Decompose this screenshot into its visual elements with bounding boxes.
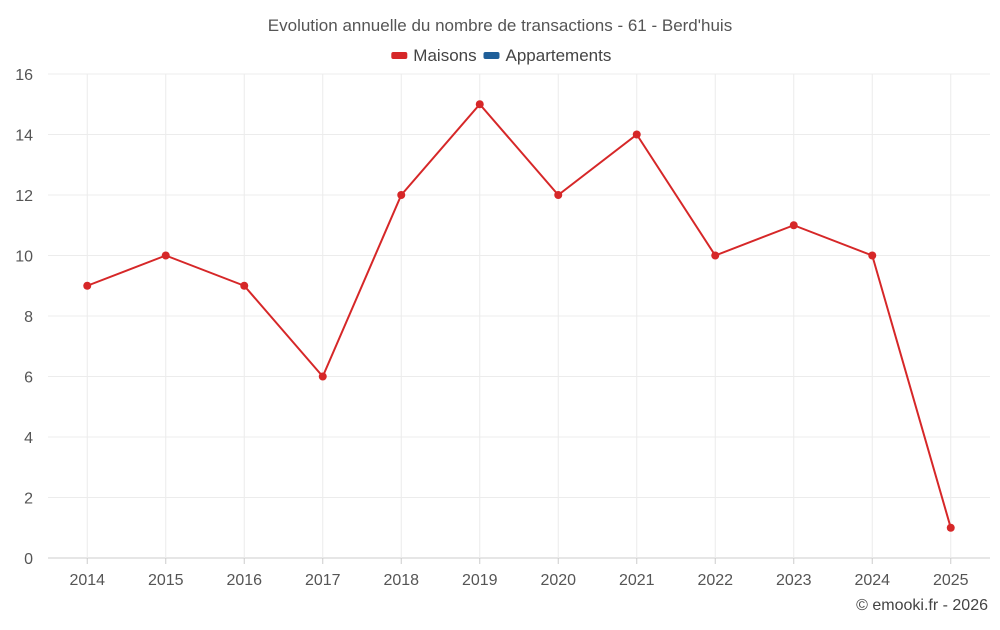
y-tick-label: 16	[15, 67, 33, 84]
x-tick-label: 2018	[383, 572, 419, 589]
data-point[interactable]	[868, 251, 877, 260]
axes: 0 2 4 6 8 10 12 14 16 2014 2015 2016 2017 2018 2019 202…	[15, 67, 968, 589]
data-point[interactable]	[789, 221, 798, 230]
x-tick-label: 2025	[933, 572, 969, 589]
x-tick-label: 2021	[619, 572, 655, 589]
x-tick-label: 2022	[697, 572, 733, 589]
x-tick-label: 2024	[854, 572, 890, 589]
y-tick-label: 2	[24, 491, 33, 508]
x-tick-label: 2016	[226, 572, 262, 589]
data-point[interactable]	[397, 191, 406, 199]
legend-label: Maisons	[413, 46, 476, 65]
data-point[interactable]	[554, 191, 563, 199]
data-point[interactable]	[240, 281, 249, 290]
data-point[interactable]	[161, 251, 170, 260]
legend-swatch	[391, 52, 408, 59]
data-point[interactable]	[83, 281, 92, 290]
y-tick-label: 6	[24, 370, 33, 387]
legend-item-maisons[interactable]: Maisons	[391, 46, 477, 65]
legend-swatch	[483, 52, 500, 59]
footer-credit: © emooki.fr - 2026	[856, 597, 988, 614]
x-tick-label: 2019	[462, 572, 498, 589]
data-point[interactable]	[475, 100, 484, 109]
y-tick-label: 10	[15, 249, 33, 266]
series-layer	[83, 100, 955, 532]
y-tick-label: 14	[15, 128, 33, 145]
x-tick-label: 2014	[69, 572, 105, 589]
grid	[48, 73, 990, 559]
x-tick-label: 2020	[540, 572, 576, 589]
x-tick-label: 2017	[305, 572, 341, 589]
data-point[interactable]	[946, 523, 955, 532]
data-point[interactable]	[632, 130, 641, 139]
y-tick-label: 12	[15, 188, 33, 205]
series-line-maisons	[86, 103, 952, 529]
x-tick-label: 2023	[776, 572, 812, 589]
data-point[interactable]	[711, 251, 720, 260]
data-point[interactable]	[318, 372, 327, 381]
legend-item-appartements[interactable]: Appartements	[483, 46, 612, 65]
chart-title: Evolution annuelle du nombre de transact…	[268, 16, 732, 35]
y-tick-label: 4	[24, 430, 33, 447]
x-tick-label: 2015	[148, 572, 184, 589]
y-tick-label: 8	[24, 309, 33, 326]
legend: Maisons Appartements	[391, 46, 611, 65]
y-tick-label: 0	[24, 551, 33, 568]
legend-label: Appartements	[506, 46, 612, 65]
